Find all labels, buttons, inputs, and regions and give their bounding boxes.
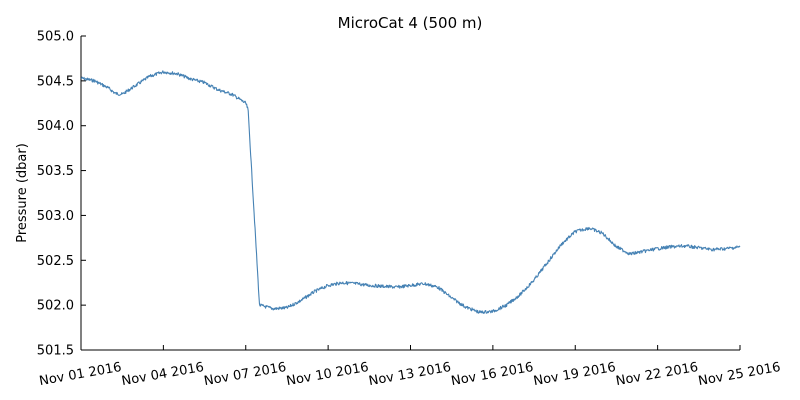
x-tick-label: Nov 07 2016 [203,360,288,389]
y-tick-label: 502.5 [37,254,74,269]
x-tick-label: Nov 13 2016 [368,360,453,389]
chart-title: MicroCat 4 (500 m) [338,14,483,32]
y-tick-label: 502.0 [37,299,74,314]
x-tick-label: Nov 19 2016 [532,360,617,389]
x-tick-label: Nov 04 2016 [120,360,205,389]
series-line-0 [80,70,741,315]
x-tick-label: Nov 25 2016 [697,360,782,389]
y-tick-label: 503.0 [37,209,74,224]
x-tick-label: Nov 22 2016 [615,360,700,389]
plot-area: 501.5 502.0 502.5 503.0 503.5 504.0 504.5 505.0… [37,30,782,390]
x-tick-label: Nov 16 2016 [450,360,535,389]
x-tick-label: Nov 01 2016 [38,360,123,389]
y-tick-label: 505.0 [37,30,74,45]
y-tick-label: 501.5 [37,344,74,359]
y-tick-label: 504.5 [37,74,74,89]
y-tick-label: 504.0 [37,119,74,134]
y-tick-label: 503.5 [37,164,74,179]
y-axis-title: Pressure (dbar) [15,143,30,243]
x-tick-label: Nov 10 2016 [285,360,370,389]
